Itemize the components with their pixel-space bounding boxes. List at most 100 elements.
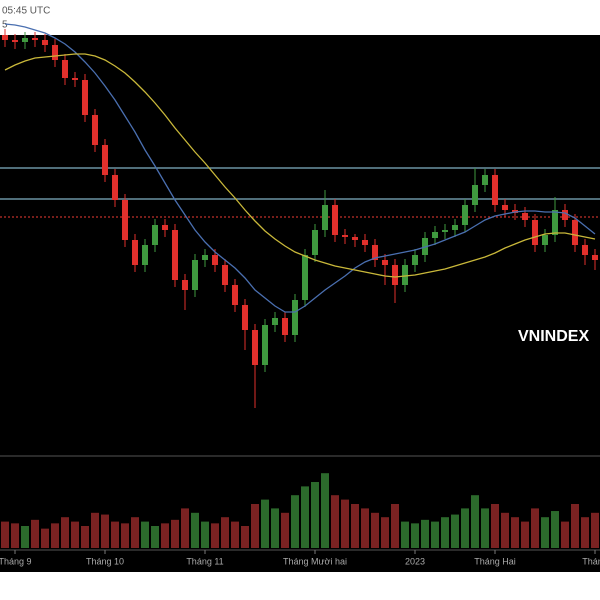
volume-bar (431, 521, 439, 548)
candle-body (112, 175, 118, 200)
x-tick-label: Tháng Mười hai (283, 556, 347, 566)
volume-bar (381, 517, 389, 548)
volume-bar (51, 523, 59, 548)
plot-bg (0, 35, 600, 572)
volume-bar (251, 504, 259, 548)
volume-bar (111, 521, 119, 548)
candle-body (222, 265, 228, 285)
volume-bar (11, 523, 19, 548)
volume-bar (441, 517, 449, 548)
volume-bar (491, 504, 499, 548)
candle-body (572, 220, 578, 245)
candle-body (352, 237, 358, 240)
volume-bar (221, 517, 229, 548)
volume-bar (201, 521, 209, 548)
candle-body (192, 260, 198, 290)
candle-body (12, 40, 18, 42)
volume-bar (121, 523, 129, 548)
volume-bar (401, 521, 409, 548)
candle-body (82, 80, 88, 115)
candle-body (232, 285, 238, 305)
candle-body (52, 45, 58, 60)
x-tick-label: Tháng 9 (0, 556, 32, 566)
volume-bar (341, 499, 349, 548)
candle-body (22, 38, 28, 42)
volume-bar (191, 512, 199, 548)
header-line: 5 (2, 20, 8, 31)
candle-body (182, 280, 188, 290)
candle-body (282, 318, 288, 335)
volume-bar (471, 495, 479, 548)
volume-bar (391, 504, 399, 548)
volume-bar (331, 495, 339, 548)
candle-body (492, 175, 498, 205)
candle-body (72, 78, 78, 80)
volume-bar (541, 517, 549, 548)
volume-bar (101, 514, 109, 548)
candle-body (372, 245, 378, 260)
volume-bar (511, 517, 519, 548)
moving-average (4, 53, 596, 278)
candle-body (202, 255, 208, 260)
candle-body (212, 255, 218, 265)
candle-body (32, 38, 38, 40)
volume-bar (1, 521, 9, 548)
candle-body (462, 205, 468, 225)
volume-bar (141, 521, 149, 548)
volume-bar (31, 519, 39, 548)
candle-body (292, 300, 298, 335)
volume-bar (61, 517, 69, 548)
candle-body (402, 265, 408, 285)
volume-bar (291, 495, 299, 548)
candle-body (382, 260, 388, 265)
volume-bar (71, 521, 79, 548)
volume-bar (161, 523, 169, 548)
candle-body (522, 213, 528, 220)
volume-bar (501, 512, 509, 548)
volume-bar (551, 511, 559, 548)
volume-bar (581, 517, 589, 548)
volume-bar (361, 508, 369, 548)
volume-bar (311, 482, 319, 548)
candle-body (582, 245, 588, 255)
candle-body (362, 240, 368, 245)
candle-body (62, 60, 68, 78)
candle-body (432, 232, 438, 238)
volume-bar (41, 528, 49, 548)
volume-bar (301, 486, 309, 548)
volume-bar (81, 526, 89, 548)
candle-body (502, 205, 508, 210)
volume-bar (241, 526, 249, 548)
volume-bar (451, 514, 459, 548)
x-tick-label: Tháng 10 (86, 556, 124, 566)
candle-body (2, 35, 8, 40)
candle-body (242, 305, 248, 330)
candle-body (102, 145, 108, 175)
header-bg (0, 0, 600, 35)
volume-bar (371, 512, 379, 548)
volume-bar (131, 517, 139, 548)
symbol-label: VNINDEX (518, 328, 589, 345)
volume-bar (531, 508, 539, 548)
volume-bar (211, 523, 219, 548)
candle-body (342, 235, 348, 237)
volume-bar (351, 504, 359, 548)
volume-bar (481, 508, 489, 548)
candle-body (592, 255, 598, 260)
candle-body (252, 330, 258, 365)
candle-body (42, 40, 48, 45)
candle-body (302, 255, 308, 300)
volume-bar (561, 521, 569, 548)
candle-body (452, 225, 458, 230)
candle-body (322, 205, 328, 230)
candle-body (482, 175, 488, 185)
candle-body (332, 205, 338, 235)
candle-body (392, 265, 398, 285)
candle-body (92, 115, 98, 145)
candle-body (532, 220, 538, 245)
volume-bar (181, 508, 189, 548)
volume-bar (521, 521, 529, 548)
candle-body (132, 240, 138, 265)
